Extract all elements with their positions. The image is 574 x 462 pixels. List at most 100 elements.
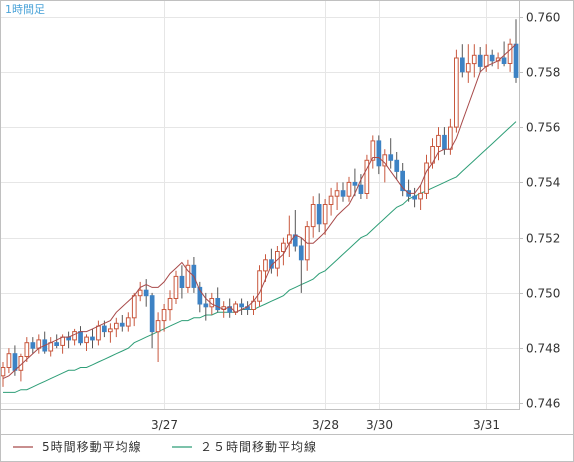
candle <box>322 199 328 235</box>
candle <box>137 281 143 302</box>
candle <box>24 337 30 362</box>
candle-body-up <box>418 192 423 200</box>
candle-body-down <box>54 342 59 347</box>
candle-body-up <box>6 353 12 369</box>
candle <box>114 317 119 338</box>
candle-body-up <box>424 162 429 194</box>
candle-body-down <box>388 154 394 161</box>
candle-body-up <box>48 342 54 352</box>
candle-body-up <box>507 43 513 64</box>
candle <box>125 312 131 332</box>
candle <box>149 292 155 349</box>
candle-body-up <box>108 328 113 333</box>
candle <box>477 47 483 72</box>
candle-body-up <box>173 275 179 299</box>
candle-body-up <box>0 367 6 377</box>
candle-body-up <box>483 54 489 67</box>
candle-body-up <box>24 342 30 358</box>
candle-body-up <box>257 270 262 302</box>
candle <box>346 176 352 202</box>
candle-body-up <box>137 289 143 297</box>
candle-body-up <box>346 181 352 197</box>
y-tick-label: 0.760 <box>526 11 560 25</box>
candle-body-up <box>334 190 340 197</box>
candle <box>239 298 245 315</box>
candle <box>388 138 394 169</box>
x-tick-label: 3/28 <box>312 418 339 432</box>
candle-body-up <box>167 298 173 311</box>
candle-body-down <box>179 275 185 288</box>
candle <box>316 193 322 233</box>
candle-body-down <box>102 325 107 333</box>
chart-title: 1時間足 <box>5 3 45 16</box>
candle <box>84 334 89 351</box>
candle <box>281 237 286 266</box>
candle-body-up <box>454 57 459 128</box>
candle-body-down <box>352 181 358 186</box>
candle <box>358 174 364 199</box>
candle <box>215 287 221 313</box>
y-tick-label: 0.748 <box>526 342 560 356</box>
candle <box>161 304 167 332</box>
candle-body-down <box>394 159 400 172</box>
candle <box>334 182 340 210</box>
x-tick-label: 3/30 <box>366 418 393 432</box>
candle <box>263 254 268 282</box>
candle <box>340 182 346 202</box>
candle-body-up <box>84 336 89 344</box>
y-tick-label: 0.758 <box>526 66 560 80</box>
candle <box>382 149 388 183</box>
candle-body-down <box>143 289 149 297</box>
candle-body-down <box>376 140 382 167</box>
candle <box>513 19 519 83</box>
candle <box>376 135 382 175</box>
candle <box>167 290 173 321</box>
candle-body-down <box>30 342 36 349</box>
candle-body-up <box>36 339 42 349</box>
x-tick-label: 3/31 <box>473 418 500 432</box>
candle-body-down <box>412 195 417 200</box>
ma5-line <box>2 43 517 380</box>
ma5-layer <box>2 43 517 380</box>
candle-body-down <box>119 322 125 327</box>
y-axis: 0.760 0.758 0.756 0.754 0.752 0.750 0.748 0.746 <box>519 11 560 411</box>
candle-body-up <box>155 320 161 333</box>
candle <box>394 152 400 180</box>
candle <box>108 323 113 343</box>
candle <box>185 259 191 293</box>
x-axis: 3/27 3/28 3/30 3/31 <box>151 418 500 432</box>
candle <box>30 337 36 354</box>
candle-body-up <box>328 195 334 205</box>
candle <box>90 328 95 349</box>
candle-body-down <box>340 190 346 197</box>
candle-body-down <box>215 298 221 311</box>
candle <box>328 187 334 216</box>
candle-body-down <box>298 245 304 261</box>
candle-body-up <box>364 159 370 195</box>
candle <box>400 163 405 197</box>
candle <box>143 279 149 307</box>
y-tick-label: 0.746 <box>526 397 560 411</box>
candle-body-up <box>310 204 316 228</box>
candle-body-up <box>161 309 167 322</box>
candle <box>298 237 304 293</box>
candle <box>454 49 459 133</box>
candle <box>370 135 376 169</box>
candle <box>257 265 262 307</box>
candle <box>460 44 465 78</box>
candle-body-down <box>489 54 495 62</box>
candle <box>364 154 370 199</box>
candle-body-down <box>12 353 18 371</box>
candle <box>412 187 417 208</box>
candle-body-down <box>442 134 447 150</box>
candle <box>6 348 12 374</box>
candle-body-down <box>400 170 405 192</box>
candle <box>352 168 358 197</box>
candle <box>424 154 429 199</box>
candle-body-up <box>322 204 328 225</box>
candle-body-up <box>370 140 376 161</box>
candle-body-down <box>513 43 519 78</box>
candle-body-up <box>465 63 471 73</box>
candle <box>179 265 185 299</box>
